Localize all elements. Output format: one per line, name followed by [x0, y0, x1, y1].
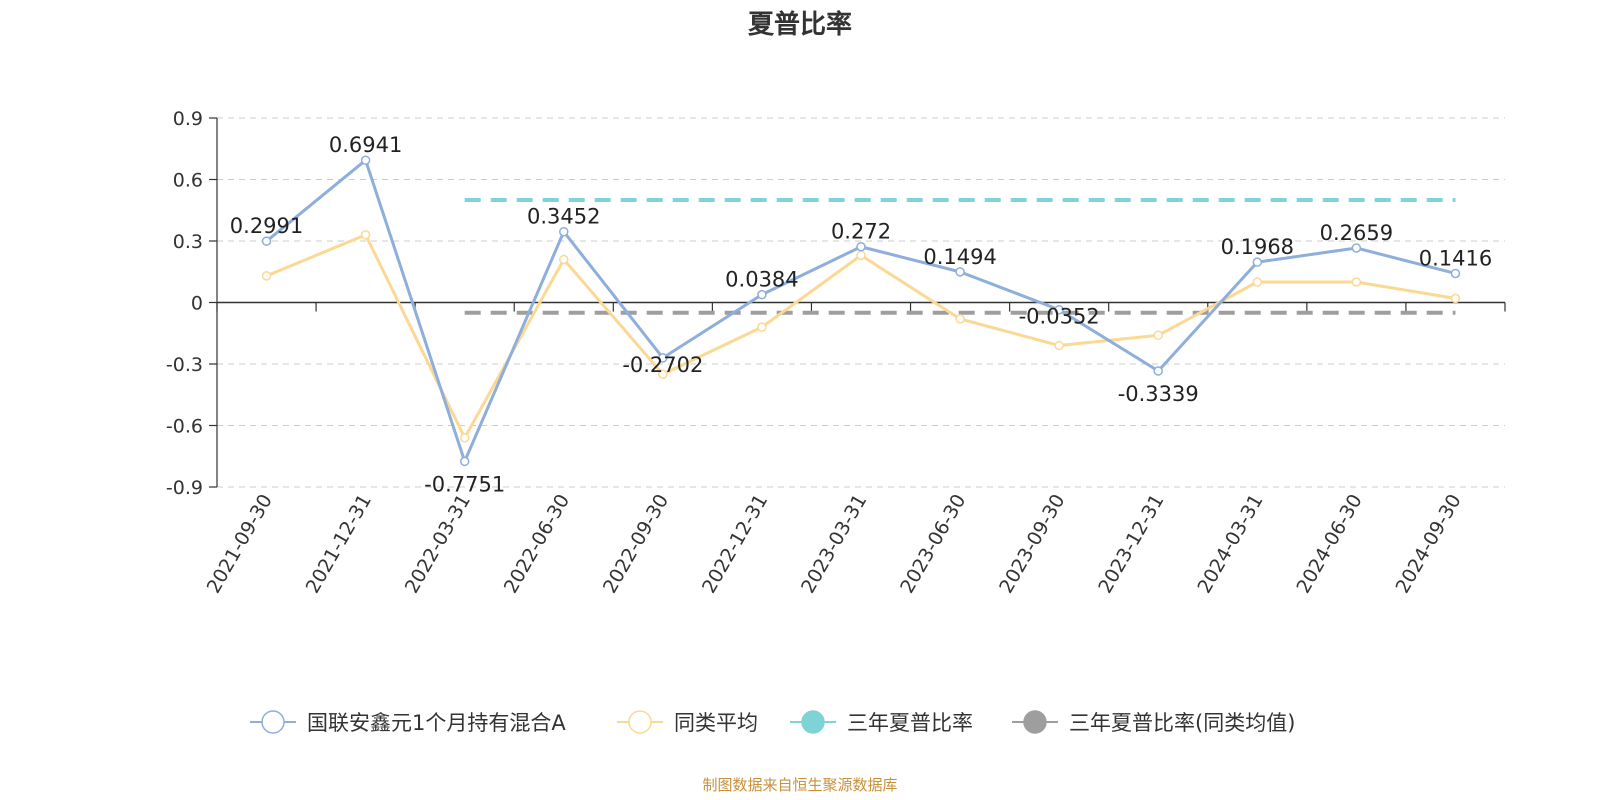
data-label: 0.2991: [230, 214, 303, 238]
series-point: [955, 267, 965, 277]
series-point: [856, 250, 866, 261]
data-label: 0.3452: [527, 205, 600, 229]
data-label: 0.6941: [329, 133, 402, 157]
legend-item[interactable]: 三年夏普比率(同类均值): [1012, 710, 1295, 735]
data-label: 0.1968: [1221, 235, 1294, 259]
reference-lines: [464, 198, 1456, 315]
y-tick-label: 0.6: [173, 170, 203, 192]
series-point: [856, 241, 866, 252]
series-point: [1450, 268, 1461, 279]
series-point: [261, 271, 272, 281]
series-point: [559, 254, 569, 265]
series-point: [1153, 330, 1163, 341]
legend-item[interactable]: 三年夏普比率: [790, 710, 973, 735]
x-tick-label: 2023-06-30: [896, 491, 970, 598]
series-point: [1351, 243, 1362, 253]
chart-title: 夏普比率: [748, 9, 852, 40]
series-point: [1450, 293, 1461, 304]
series-point: [360, 230, 371, 240]
series-point: [459, 456, 470, 467]
series-point: [1153, 366, 1163, 376]
series-point: [559, 226, 569, 237]
legend-label: 三年夏普比率(同类均值): [1069, 711, 1295, 735]
series-point: [658, 353, 668, 363]
series-point: [1252, 257, 1263, 267]
x-tick-label: 2022-12-31: [698, 491, 772, 598]
y-tick-label: 0.9: [173, 108, 203, 130]
x-tick-label: 2023-03-31: [797, 491, 871, 598]
x-tick-label: 2024-06-30: [1292, 491, 1366, 598]
legend-label: 同类平均: [674, 711, 758, 735]
legend-item[interactable]: 同类平均: [617, 710, 758, 735]
series-point: [360, 155, 371, 165]
data-label: -0.7751: [424, 472, 505, 496]
y-tick-label: -0.6: [166, 416, 203, 438]
x-tick-label: 2024-03-31: [1193, 491, 1267, 598]
series-point: [955, 314, 965, 324]
data-label: -0.2702: [622, 353, 703, 377]
source-note: 制图数据来自恒生聚源数据库: [702, 776, 897, 794]
legend-label: 国联安鑫元1个月持有混合A: [307, 711, 566, 735]
y-tick-label: -0.3: [166, 354, 203, 376]
series-point: [1054, 304, 1064, 315]
series-lines: [261, 155, 1461, 467]
x-tick-label: 2022-03-31: [401, 491, 475, 598]
series-point: [1351, 277, 1362, 287]
series-point: [261, 236, 272, 246]
x-tick-label: 2023-09-30: [995, 491, 1069, 598]
data-label: 0.2659: [1320, 221, 1393, 245]
x-tick-label: 2024-09-30: [1392, 491, 1466, 598]
data-label: 0.0384: [725, 268, 798, 292]
x-tick-label: 2023-12-31: [1094, 491, 1168, 598]
series-point: [1054, 340, 1064, 351]
y-tick-label: 0.3: [173, 231, 203, 253]
x-tick-label: 2022-06-30: [500, 491, 574, 598]
legend-swatch-marker: [801, 710, 825, 734]
series-point: [658, 369, 668, 379]
legend-swatch-marker: [1023, 710, 1047, 734]
y-tick-label: 0: [191, 293, 203, 315]
series-point: [757, 289, 767, 300]
data-label: 0.1416: [1419, 246, 1492, 270]
data-label: -0.3339: [1118, 382, 1199, 406]
y-tick-label: -0.9: [166, 477, 203, 499]
series-line: [265, 233, 1456, 440]
data-label: 0.272: [831, 220, 891, 244]
series-point: [757, 322, 767, 332]
legend-swatch-marker: [628, 710, 652, 734]
x-tick-label: 2022-09-30: [599, 491, 673, 598]
legend-item[interactable]: 国联安鑫元1个月持有混合A: [250, 710, 566, 735]
data-label: -0.0352: [1019, 305, 1100, 329]
series-point: [459, 433, 470, 443]
legend-label: 三年夏普比率: [847, 711, 973, 735]
x-tick-label: 2021-09-30: [203, 491, 277, 598]
data-label: 0.1494: [923, 245, 996, 269]
legend-swatch-marker: [261, 710, 285, 734]
legend[interactable]: 国联安鑫元1个月持有混合A 同类平均 三年夏普比率 三年夏普比率(同类均值): [250, 710, 1295, 735]
data-labels: 0.2991 0.6941 -0.7751 0.3452 -0.2702 0.0384 0.…: [230, 133, 1492, 496]
series-point: [1252, 277, 1263, 287]
x-tick-label: 2021-12-31: [302, 491, 376, 598]
